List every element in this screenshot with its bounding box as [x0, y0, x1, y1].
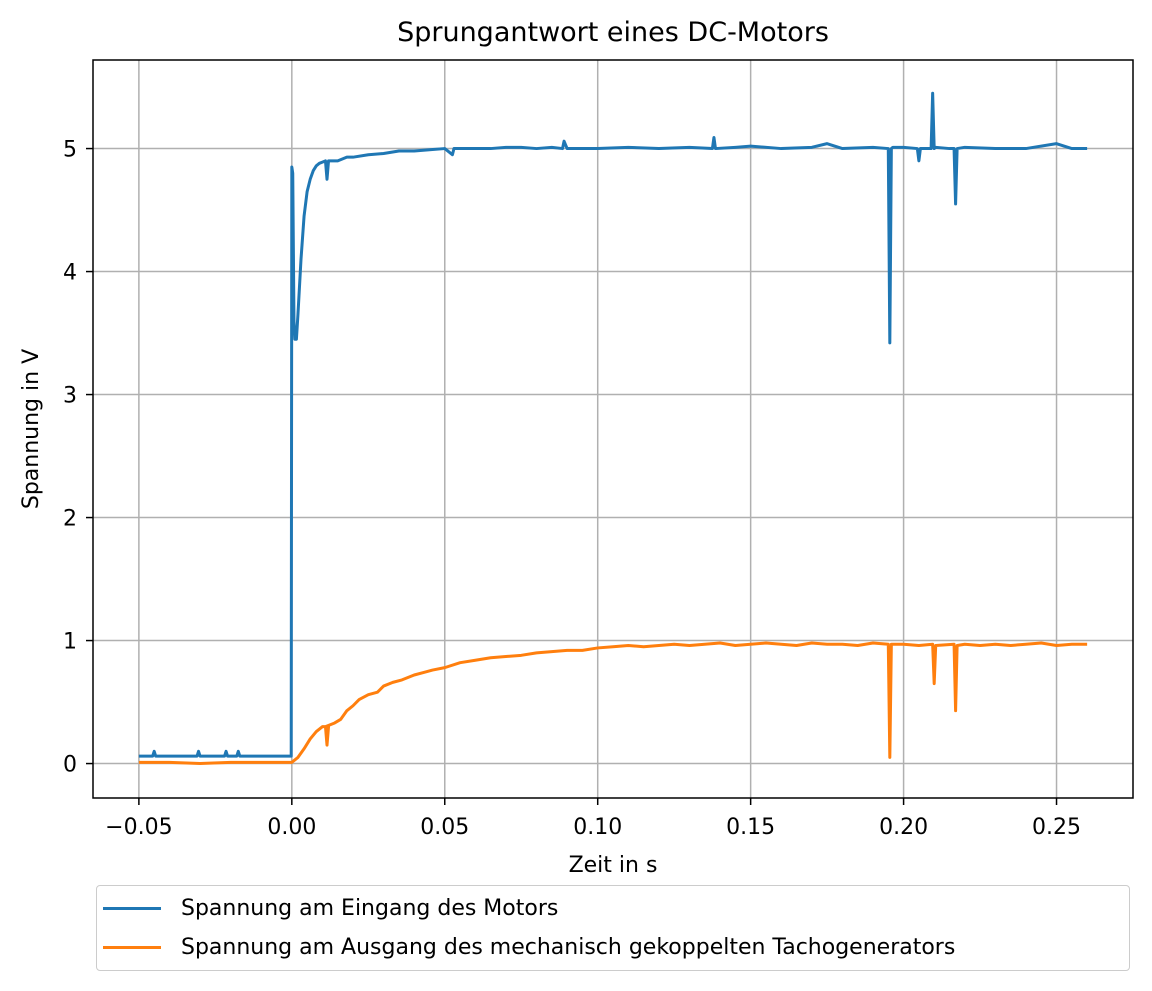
legend-label-input: Spannung am Eingang des Motors: [181, 895, 559, 921]
legend-label-output: Spannung am Ausgang des mechanisch gekop…: [181, 934, 956, 960]
axes-frame: [92, 59, 1134, 799]
y-tick-label: 0: [63, 753, 77, 778]
legend-swatch-output: [103, 945, 161, 949]
x-tick-label: 0.15: [726, 815, 775, 840]
series-line-0: [138, 91, 1088, 758]
legend-swatch-input: [103, 906, 161, 910]
y-tick-label: 5: [63, 138, 77, 163]
y-tick-label: 3: [63, 384, 77, 409]
y-tick-label: 1: [63, 630, 77, 655]
series-line-1: [138, 641, 1088, 766]
ticks: −0.05 0.00 0.05 0.10 0.15 0.20 0.25 0 1 2 3 4 5: [63, 138, 1081, 840]
x-tick-label: 0.25: [1032, 815, 1081, 840]
y-tick-label: 4: [63, 261, 77, 286]
x-tick-label: −0.05: [105, 815, 172, 840]
x-tick-label: 0.00: [267, 815, 316, 840]
x-tick-label: 0.05: [420, 815, 469, 840]
series-lines: [138, 91, 1088, 766]
x-tick-label: 0.10: [573, 815, 622, 840]
x-axis-label: Zeit in s: [569, 853, 658, 878]
y-axis-label: Spannung in V: [19, 349, 44, 509]
legend: Spannung am Eingang des Motors Spannung …: [96, 885, 1130, 971]
grid-lines: [93, 60, 1133, 798]
x-tick-label: 0.20: [879, 815, 928, 840]
y-tick-label: 2: [63, 507, 77, 532]
chart-title: Sprungantwort eines DC-Motors: [397, 17, 829, 48]
